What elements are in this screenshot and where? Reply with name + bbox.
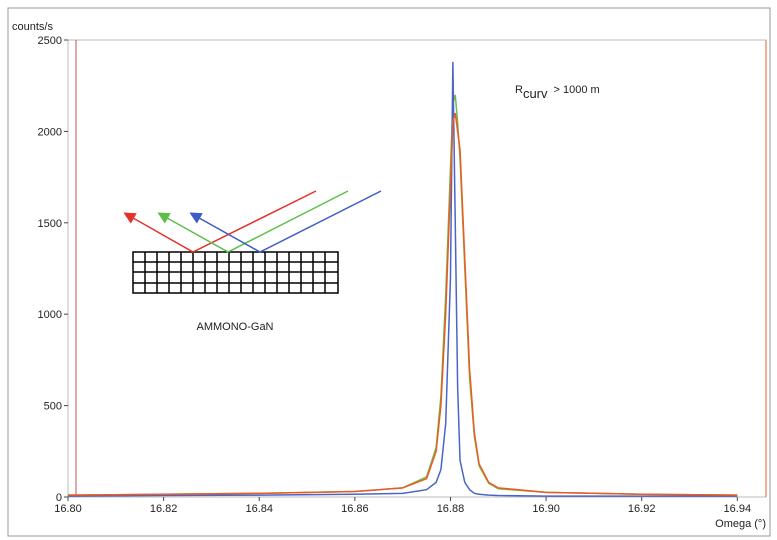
y-tick-label: 2000 [38, 126, 62, 138]
plot-area [67, 39, 767, 498]
data-line [67, 112, 738, 496]
y-tick-label: 1500 [38, 218, 62, 230]
x-axis-label: Omega (°) [715, 518, 766, 530]
x-tick-label: 16.92 [628, 503, 656, 515]
data-line [67, 94, 738, 496]
y-tick-label: 0 [56, 492, 62, 504]
y-tick-label: 500 [44, 401, 62, 413]
x-tick-label: 16.90 [532, 503, 560, 515]
y-tick-label: 1000 [38, 309, 62, 321]
sample-label: AMMONO-GaN [197, 321, 274, 333]
x-tick-label: 16.84 [245, 503, 273, 515]
data-line [67, 61, 738, 497]
y-axis-label: counts/s [12, 21, 53, 33]
x-tick-label: 16.94 [724, 503, 752, 515]
curvature-label: Rcurv > 1000 m [515, 84, 600, 101]
sample-diagram [132, 251, 339, 294]
beam-arrows [123, 190, 382, 253]
frame [7, 7, 771, 537]
x-tick-label: 16.88 [437, 503, 465, 515]
x-tick-label: 16.86 [341, 503, 369, 515]
x-tick-label: 16.80 [54, 503, 82, 515]
y-tick-label: 2500 [38, 35, 62, 47]
x-tick-label: 16.82 [150, 503, 178, 515]
